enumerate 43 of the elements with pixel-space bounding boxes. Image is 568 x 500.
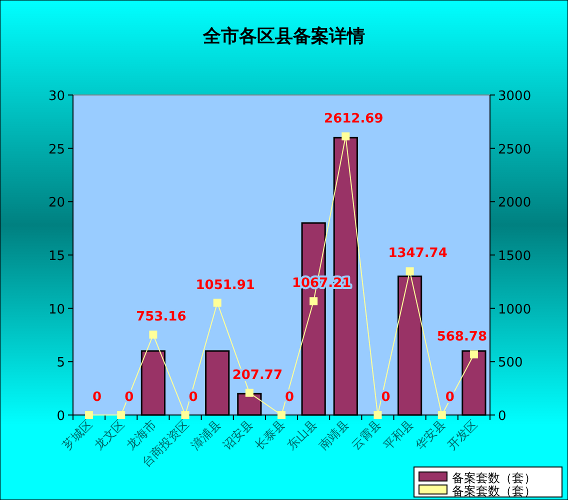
- data-label: 0: [92, 390, 102, 405]
- point: [85, 411, 94, 419]
- data-label: 0: [445, 390, 454, 405]
- data-label: 1051.91: [196, 278, 255, 293]
- point: [245, 388, 254, 397]
- y-tick-label: 30: [48, 89, 65, 104]
- legend-label: 备案套数（套）: [452, 471, 536, 485]
- y2-tick-label: 3000: [498, 89, 532, 104]
- point: [406, 267, 414, 276]
- data-label: 0: [188, 390, 198, 405]
- y-tick-label: 5: [56, 356, 65, 371]
- point: [181, 411, 190, 419]
- y2-tick-label: 500: [498, 356, 523, 371]
- data-label: 207.77: [232, 368, 283, 383]
- y-tick-label: 20: [48, 196, 65, 211]
- point: [374, 411, 382, 419]
- data-label: 568.78: [436, 329, 487, 344]
- y2-tick-label: 0: [498, 409, 506, 424]
- x-tick-label: 龙文区: [92, 417, 128, 453]
- point: [278, 411, 286, 419]
- point: [117, 411, 126, 419]
- y2-tick-label: 1500: [498, 249, 532, 264]
- y-tick-label: 0: [56, 409, 65, 424]
- data-label: 0: [284, 390, 294, 405]
- legend-label: 备案套数（套）: [452, 484, 536, 498]
- y-tick-label: 10: [48, 302, 65, 318]
- y2-tick-label: 2500: [498, 142, 532, 158]
- point: [438, 411, 446, 419]
- data-label: 2612.69: [324, 111, 384, 126]
- data-label: 753.16: [136, 310, 186, 325]
- y-tick-label: 15: [48, 249, 65, 264]
- y-tick-label: 25: [48, 142, 65, 158]
- data-label: 0: [381, 390, 390, 405]
- y2-tick-label: 2000: [498, 196, 532, 211]
- point: [342, 132, 350, 140]
- chart-title: 全市各区县备案详情: [202, 26, 365, 47]
- data-label: 1347.74: [388, 246, 448, 262]
- point: [149, 330, 158, 339]
- point: [470, 350, 478, 358]
- point: [213, 298, 222, 307]
- point: [310, 297, 318, 306]
- data-label: 0: [124, 390, 134, 405]
- y2-tick-label: 1000: [498, 302, 532, 318]
